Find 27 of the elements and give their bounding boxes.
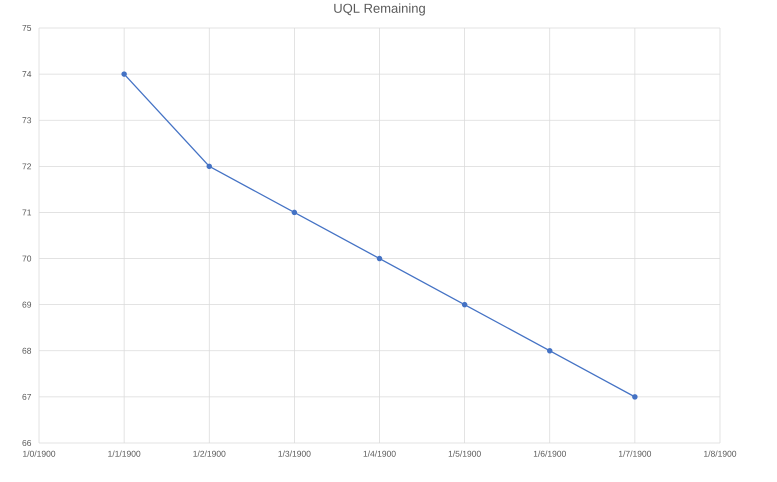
y-tick-label: 73 — [22, 117, 32, 124]
chart-title: UQL Remaining — [334, 3, 425, 16]
point — [206, 164, 212, 170]
y-tick-label: 70 — [22, 256, 32, 262]
x-tick-label: 1/4/1900 — [364, 450, 396, 457]
point — [121, 71, 127, 77]
y-tick-label: 72 — [22, 163, 32, 170]
y-tick-label: 67 — [22, 394, 32, 400]
point — [632, 394, 638, 400]
x-tick-label: 1/3/1900 — [278, 450, 311, 457]
y-tick-label: 69 — [22, 302, 32, 308]
x-tick-label: 1/1/1900 — [108, 450, 140, 457]
point — [462, 302, 468, 308]
x-tick-label: 1/8/1900 — [704, 450, 736, 457]
x-tick-label: 1/5/1900 — [448, 450, 481, 457]
y-tick-label: 75 — [22, 25, 32, 31]
x-tick-label: 1/6/1900 — [534, 450, 566, 457]
x-tick-label: 1/0/1900 — [23, 450, 56, 457]
y-tick-label: 71 — [22, 210, 32, 216]
x-tick-label: 1/7/1900 — [618, 450, 652, 457]
point — [376, 256, 382, 262]
point — [546, 348, 552, 354]
y-tick-label: 74 — [22, 71, 32, 78]
y-tick-label: 68 — [22, 348, 32, 354]
y-tick-label: 66 — [22, 440, 32, 446]
point — [292, 210, 298, 216]
x-tick-label: 1/2/1900 — [193, 450, 226, 457]
